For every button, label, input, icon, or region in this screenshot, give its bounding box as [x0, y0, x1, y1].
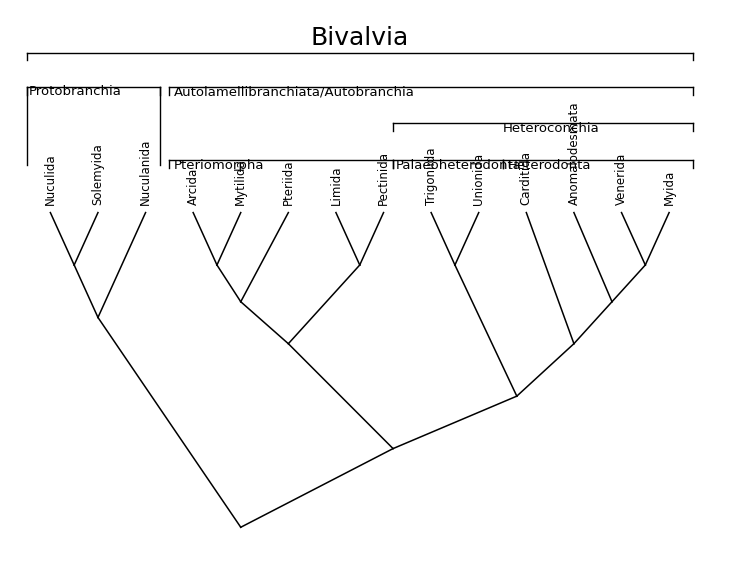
Text: Palaeoheterodonta: Palaeoheterodonta — [395, 158, 521, 172]
Text: Heterodonta: Heterodonta — [507, 158, 590, 172]
Text: Heteroconchia: Heteroconchia — [502, 122, 599, 135]
Text: Trigoniida: Trigoniida — [424, 147, 437, 205]
Text: Myida: Myida — [663, 169, 676, 205]
Text: Anomalodesmata: Anomalodesmata — [567, 101, 580, 205]
Text: Protobranchia: Protobranchia — [29, 85, 122, 98]
Text: Venerida: Venerida — [615, 153, 628, 205]
Text: Solemyida: Solemyida — [91, 143, 104, 205]
Text: Pteriomorpha: Pteriomorpha — [174, 158, 265, 172]
Text: Autolamellibranchiata/Autobranchia: Autolamellibranchiata/Autobranchia — [174, 85, 415, 98]
Text: Carditida: Carditida — [520, 150, 533, 205]
Text: Limida: Limida — [330, 165, 343, 205]
Text: Bivalvia: Bivalvia — [311, 26, 409, 50]
Text: Mytilida: Mytilida — [234, 158, 247, 205]
Text: Unionida: Unionida — [472, 153, 486, 205]
Text: Nuculida: Nuculida — [44, 153, 57, 205]
Text: Arcida: Arcida — [187, 168, 200, 205]
Text: Pectinida: Pectinida — [377, 150, 390, 205]
Text: Pteriida: Pteriida — [282, 159, 295, 205]
Text: Nuculanida: Nuculanida — [139, 138, 152, 205]
